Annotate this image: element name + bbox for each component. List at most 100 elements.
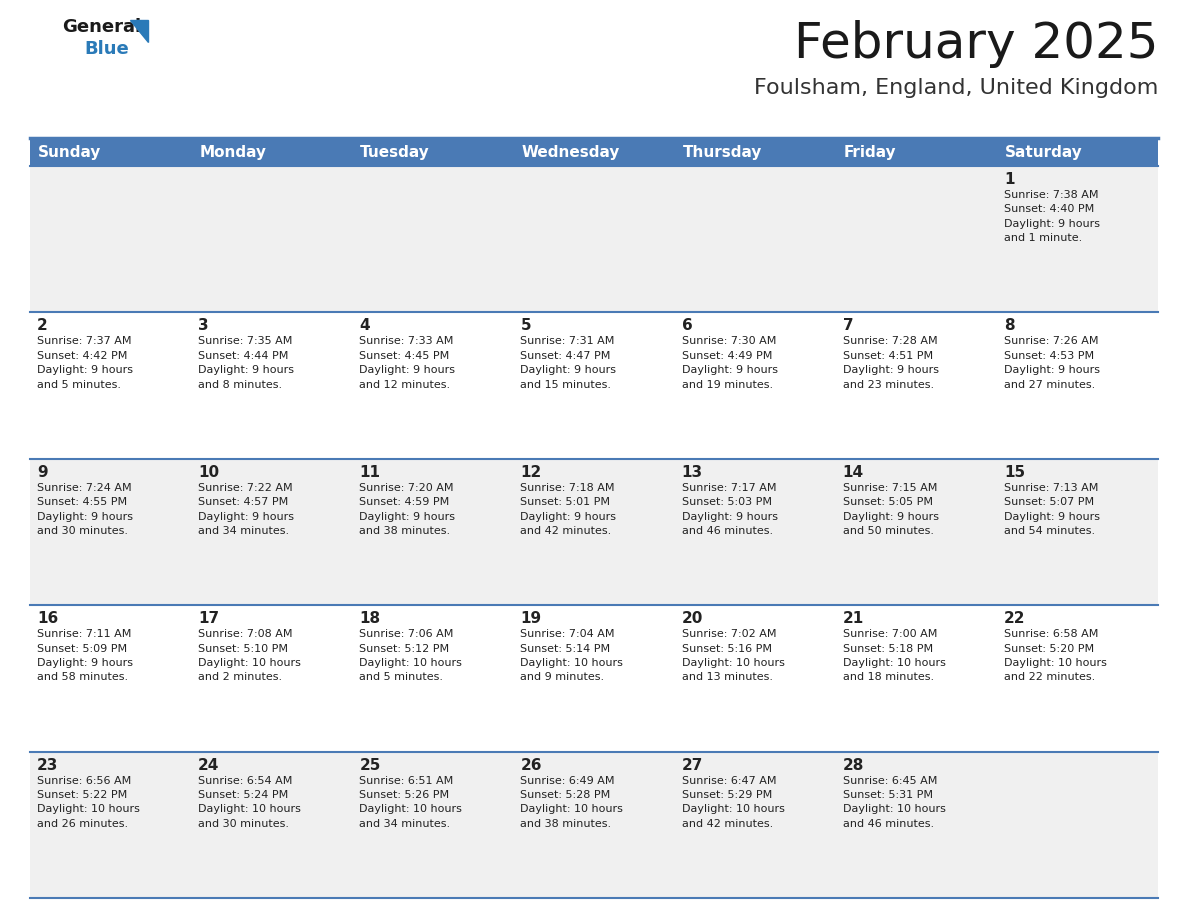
Bar <box>675 138 835 166</box>
Bar <box>997 312 1158 459</box>
Text: General: General <box>62 18 141 36</box>
Bar <box>997 605 1158 752</box>
Text: Sunrise: 6:56 AM
Sunset: 5:22 PM
Daylight: 10 hours
and 26 minutes.: Sunrise: 6:56 AM Sunset: 5:22 PM Dayligh… <box>37 776 140 829</box>
Text: 19: 19 <box>520 611 542 626</box>
Bar <box>835 752 997 898</box>
Text: 8: 8 <box>1004 319 1015 333</box>
Bar <box>30 166 191 312</box>
Text: Sunrise: 7:38 AM
Sunset: 4:40 PM
Daylight: 9 hours
and 1 minute.: Sunrise: 7:38 AM Sunset: 4:40 PM Dayligh… <box>1004 190 1100 243</box>
Text: Sunrise: 6:51 AM
Sunset: 5:26 PM
Daylight: 10 hours
and 34 minutes.: Sunrise: 6:51 AM Sunset: 5:26 PM Dayligh… <box>359 776 462 829</box>
Text: Sunrise: 6:49 AM
Sunset: 5:28 PM
Daylight: 10 hours
and 38 minutes.: Sunrise: 6:49 AM Sunset: 5:28 PM Dayligh… <box>520 776 624 829</box>
Text: Sunrise: 7:33 AM
Sunset: 4:45 PM
Daylight: 9 hours
and 12 minutes.: Sunrise: 7:33 AM Sunset: 4:45 PM Dayligh… <box>359 336 455 389</box>
Bar <box>30 752 191 898</box>
Text: Sunday: Sunday <box>38 144 101 160</box>
Text: 17: 17 <box>198 611 220 626</box>
Bar <box>513 752 675 898</box>
Text: 6: 6 <box>682 319 693 333</box>
Bar <box>513 312 675 459</box>
Text: Sunrise: 6:58 AM
Sunset: 5:20 PM
Daylight: 10 hours
and 22 minutes.: Sunrise: 6:58 AM Sunset: 5:20 PM Dayligh… <box>1004 629 1107 682</box>
Text: Sunrise: 7:28 AM
Sunset: 4:51 PM
Daylight: 9 hours
and 23 minutes.: Sunrise: 7:28 AM Sunset: 4:51 PM Dayligh… <box>842 336 939 389</box>
Bar <box>513 138 675 166</box>
Text: 15: 15 <box>1004 465 1025 480</box>
Text: Sunrise: 7:15 AM
Sunset: 5:05 PM
Daylight: 9 hours
and 50 minutes.: Sunrise: 7:15 AM Sunset: 5:05 PM Dayligh… <box>842 483 939 536</box>
Bar <box>513 459 675 605</box>
Text: Sunrise: 7:31 AM
Sunset: 4:47 PM
Daylight: 9 hours
and 15 minutes.: Sunrise: 7:31 AM Sunset: 4:47 PM Dayligh… <box>520 336 617 389</box>
Text: Sunrise: 7:24 AM
Sunset: 4:55 PM
Daylight: 9 hours
and 30 minutes.: Sunrise: 7:24 AM Sunset: 4:55 PM Dayligh… <box>37 483 133 536</box>
Text: 24: 24 <box>198 757 220 773</box>
Text: Sunrise: 7:30 AM
Sunset: 4:49 PM
Daylight: 9 hours
and 19 minutes.: Sunrise: 7:30 AM Sunset: 4:49 PM Dayligh… <box>682 336 778 389</box>
Bar <box>997 138 1158 166</box>
Text: 27: 27 <box>682 757 703 773</box>
Text: Wednesday: Wednesday <box>522 144 620 160</box>
Text: 12: 12 <box>520 465 542 480</box>
Text: 1: 1 <box>1004 172 1015 187</box>
Bar <box>191 166 353 312</box>
Bar <box>675 312 835 459</box>
Text: Monday: Monday <box>200 144 266 160</box>
Text: Sunrise: 7:35 AM
Sunset: 4:44 PM
Daylight: 9 hours
and 8 minutes.: Sunrise: 7:35 AM Sunset: 4:44 PM Dayligh… <box>198 336 295 389</box>
Text: Sunrise: 7:20 AM
Sunset: 4:59 PM
Daylight: 9 hours
and 38 minutes.: Sunrise: 7:20 AM Sunset: 4:59 PM Dayligh… <box>359 483 455 536</box>
Text: 3: 3 <box>198 319 209 333</box>
Text: Blue: Blue <box>84 40 128 58</box>
Text: Foulsham, England, United Kingdom: Foulsham, England, United Kingdom <box>753 78 1158 98</box>
Bar <box>191 138 353 166</box>
Bar <box>191 459 353 605</box>
Text: 2: 2 <box>37 319 48 333</box>
Bar <box>353 138 513 166</box>
Bar <box>675 166 835 312</box>
Text: 23: 23 <box>37 757 58 773</box>
Bar <box>30 605 191 752</box>
Bar <box>513 605 675 752</box>
Bar <box>835 166 997 312</box>
Text: Sunrise: 7:37 AM
Sunset: 4:42 PM
Daylight: 9 hours
and 5 minutes.: Sunrise: 7:37 AM Sunset: 4:42 PM Dayligh… <box>37 336 133 389</box>
Text: 5: 5 <box>520 319 531 333</box>
Bar <box>30 459 191 605</box>
Text: Sunrise: 7:13 AM
Sunset: 5:07 PM
Daylight: 9 hours
and 54 minutes.: Sunrise: 7:13 AM Sunset: 5:07 PM Dayligh… <box>1004 483 1100 536</box>
Bar <box>30 138 191 166</box>
Bar <box>353 752 513 898</box>
Text: 10: 10 <box>198 465 220 480</box>
Bar <box>675 605 835 752</box>
Bar <box>675 752 835 898</box>
Bar <box>835 138 997 166</box>
Polygon shape <box>129 20 148 42</box>
Bar <box>353 312 513 459</box>
Text: Sunrise: 7:02 AM
Sunset: 5:16 PM
Daylight: 10 hours
and 13 minutes.: Sunrise: 7:02 AM Sunset: 5:16 PM Dayligh… <box>682 629 784 682</box>
Text: 20: 20 <box>682 611 703 626</box>
Text: Sunrise: 7:04 AM
Sunset: 5:14 PM
Daylight: 10 hours
and 9 minutes.: Sunrise: 7:04 AM Sunset: 5:14 PM Dayligh… <box>520 629 624 682</box>
Text: Sunrise: 7:11 AM
Sunset: 5:09 PM
Daylight: 9 hours
and 58 minutes.: Sunrise: 7:11 AM Sunset: 5:09 PM Dayligh… <box>37 629 133 682</box>
Text: 13: 13 <box>682 465 702 480</box>
Text: 26: 26 <box>520 757 542 773</box>
Bar <box>835 312 997 459</box>
Text: Thursday: Thursday <box>683 144 762 160</box>
Text: Friday: Friday <box>843 144 896 160</box>
Text: Sunrise: 7:08 AM
Sunset: 5:10 PM
Daylight: 10 hours
and 2 minutes.: Sunrise: 7:08 AM Sunset: 5:10 PM Dayligh… <box>198 629 301 682</box>
Text: 14: 14 <box>842 465 864 480</box>
Bar <box>191 752 353 898</box>
Text: Sunrise: 7:06 AM
Sunset: 5:12 PM
Daylight: 10 hours
and 5 minutes.: Sunrise: 7:06 AM Sunset: 5:12 PM Dayligh… <box>359 629 462 682</box>
Text: Sunrise: 7:00 AM
Sunset: 5:18 PM
Daylight: 10 hours
and 18 minutes.: Sunrise: 7:00 AM Sunset: 5:18 PM Dayligh… <box>842 629 946 682</box>
Bar <box>997 752 1158 898</box>
Text: Sunrise: 7:17 AM
Sunset: 5:03 PM
Daylight: 9 hours
and 46 minutes.: Sunrise: 7:17 AM Sunset: 5:03 PM Dayligh… <box>682 483 778 536</box>
Text: 25: 25 <box>359 757 380 773</box>
Text: Sunrise: 7:26 AM
Sunset: 4:53 PM
Daylight: 9 hours
and 27 minutes.: Sunrise: 7:26 AM Sunset: 4:53 PM Dayligh… <box>1004 336 1100 389</box>
Text: Tuesday: Tuesday <box>360 144 430 160</box>
Text: Sunrise: 6:54 AM
Sunset: 5:24 PM
Daylight: 10 hours
and 30 minutes.: Sunrise: 6:54 AM Sunset: 5:24 PM Dayligh… <box>198 776 301 829</box>
Bar <box>997 166 1158 312</box>
Text: Sunrise: 6:45 AM
Sunset: 5:31 PM
Daylight: 10 hours
and 46 minutes.: Sunrise: 6:45 AM Sunset: 5:31 PM Dayligh… <box>842 776 946 829</box>
Bar <box>191 312 353 459</box>
Bar <box>835 459 997 605</box>
Bar <box>675 459 835 605</box>
Text: 16: 16 <box>37 611 58 626</box>
Text: 4: 4 <box>359 319 369 333</box>
Text: Sunrise: 7:18 AM
Sunset: 5:01 PM
Daylight: 9 hours
and 42 minutes.: Sunrise: 7:18 AM Sunset: 5:01 PM Dayligh… <box>520 483 617 536</box>
Text: 18: 18 <box>359 611 380 626</box>
Text: 9: 9 <box>37 465 48 480</box>
Text: 7: 7 <box>842 319 853 333</box>
Text: 11: 11 <box>359 465 380 480</box>
Bar <box>997 459 1158 605</box>
Text: Sunrise: 7:22 AM
Sunset: 4:57 PM
Daylight: 9 hours
and 34 minutes.: Sunrise: 7:22 AM Sunset: 4:57 PM Dayligh… <box>198 483 295 536</box>
Bar <box>835 605 997 752</box>
Bar <box>353 459 513 605</box>
Text: Saturday: Saturday <box>1005 144 1082 160</box>
